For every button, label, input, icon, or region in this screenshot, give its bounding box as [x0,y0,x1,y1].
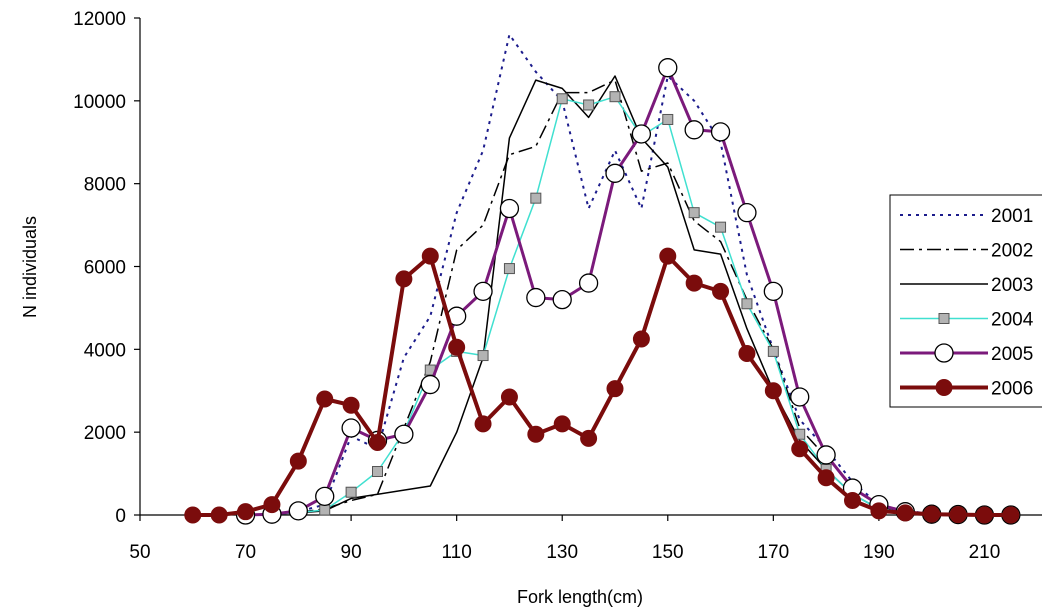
data-point-2004 [741,298,753,310]
data-point-2005 [737,203,757,223]
data-point-2006 [923,505,941,523]
data-point-2004 [767,345,779,357]
x-axis-title: Fork length(cm) [517,587,643,607]
data-point-2004 [688,207,700,219]
data-point-2006 [685,274,703,292]
data-point-2006 [975,506,993,524]
data-point-2005 [420,374,440,395]
data-point-2006 [500,388,518,406]
data-point-2006 [316,390,334,408]
data-point-2006 [342,396,360,414]
plot-area [184,33,1021,525]
data-point-2004 [372,466,383,478]
data-point-2006 [289,452,307,470]
x-tick-label: 50 [129,542,150,563]
data-point-2006 [659,247,677,265]
series-line-2006 [192,254,1011,517]
data-point-2006 [1002,506,1020,524]
data-point-2004 [477,350,489,362]
data-point-2005 [552,289,572,310]
data-point-2006 [791,440,809,458]
data-point-2006 [527,425,545,443]
x-tick-label: 70 [235,542,256,563]
data-point-2006 [844,492,861,510]
data-point-2005 [315,486,335,507]
y-tick-label: 0 [115,506,126,527]
data-point-2005 [394,424,414,444]
data-point-2004 [345,486,357,498]
data-point-2005 [499,198,520,219]
data-point-2006 [395,270,413,288]
data-point-2004 [503,263,515,275]
legend-label-2005: 2005 [991,344,1033,365]
legend-label-2002: 2002 [991,241,1033,262]
y-tick-label: 4000 [84,340,126,361]
data-point-2006 [263,496,281,514]
data-point-2006 [553,415,571,433]
data-point-2006 [632,330,650,348]
legend: 2001 2002 2003 2004 2005 2006 [889,194,1042,408]
legend-box [889,194,1042,408]
legend-marker-2006 [935,379,953,396]
legend-label-2003: 2003 [991,275,1033,296]
x-tick-label: 90 [341,542,362,563]
x-tick-label: 210 [969,542,1001,563]
x-tick-label: 130 [546,542,578,563]
data-point-2006 [580,429,598,447]
data-point-2006 [237,503,255,521]
x-tick-label: 150 [652,542,684,563]
data-point-2006 [870,502,888,520]
y-tick-label: 10000 [73,92,126,113]
data-point-2005 [684,120,704,140]
data-point-2006 [817,469,835,487]
data-point-2006 [738,344,756,362]
y-axis-title: N individuals [20,216,40,318]
data-point-2005 [763,281,783,302]
y-tick-label: 8000 [84,175,126,196]
y-tick-label: 6000 [84,258,126,279]
data-point-2006 [606,380,624,398]
series-2006 [184,247,1020,524]
data-point-2006 [764,382,782,400]
data-point-2005 [816,445,836,465]
data-point-2005 [473,281,493,302]
data-point-2006 [184,506,202,524]
legend-label-2006: 2006 [991,379,1033,400]
data-point-2005 [288,501,308,521]
data-point-2004 [662,113,674,125]
data-point-2004 [609,91,621,103]
data-point-2004 [530,192,542,204]
data-point-2004 [556,93,568,105]
data-point-2004 [319,504,331,516]
data-point-2005 [526,287,546,308]
data-point-2005 [631,124,652,144]
data-point-2006 [474,415,492,433]
data-point-2005 [790,387,810,407]
x-tick-label: 170 [757,542,789,563]
data-point-2006 [949,506,967,524]
data-point-2006 [712,282,730,300]
data-point-2004 [715,221,727,233]
x-tick-label: 110 [442,542,472,563]
data-point-2006 [421,247,439,265]
legend-label-2004: 2004 [991,310,1034,331]
data-point-2006 [210,506,228,524]
axes: 0 2000 4000 6000 8000 10000 12000 50 70 90 110 130 1… [73,9,1042,563]
legend-marker-2005 [934,343,954,363]
legend-marker-2004 [938,313,950,324]
y-tick-label: 12000 [73,9,126,30]
y-tick-label: 2000 [84,423,126,444]
data-point-2005 [710,122,731,142]
data-point-2004 [583,99,595,111]
legend-label-2001: 2001 [991,206,1033,227]
data-point-2005 [341,418,361,438]
data-point-2005 [578,273,599,293]
data-point-2006 [448,338,466,356]
data-point-2006 [369,434,386,452]
data-point-2005 [605,163,625,183]
data-point-2005 [658,58,678,78]
x-tick-label: 190 [863,542,895,563]
data-point-2006 [896,504,914,522]
